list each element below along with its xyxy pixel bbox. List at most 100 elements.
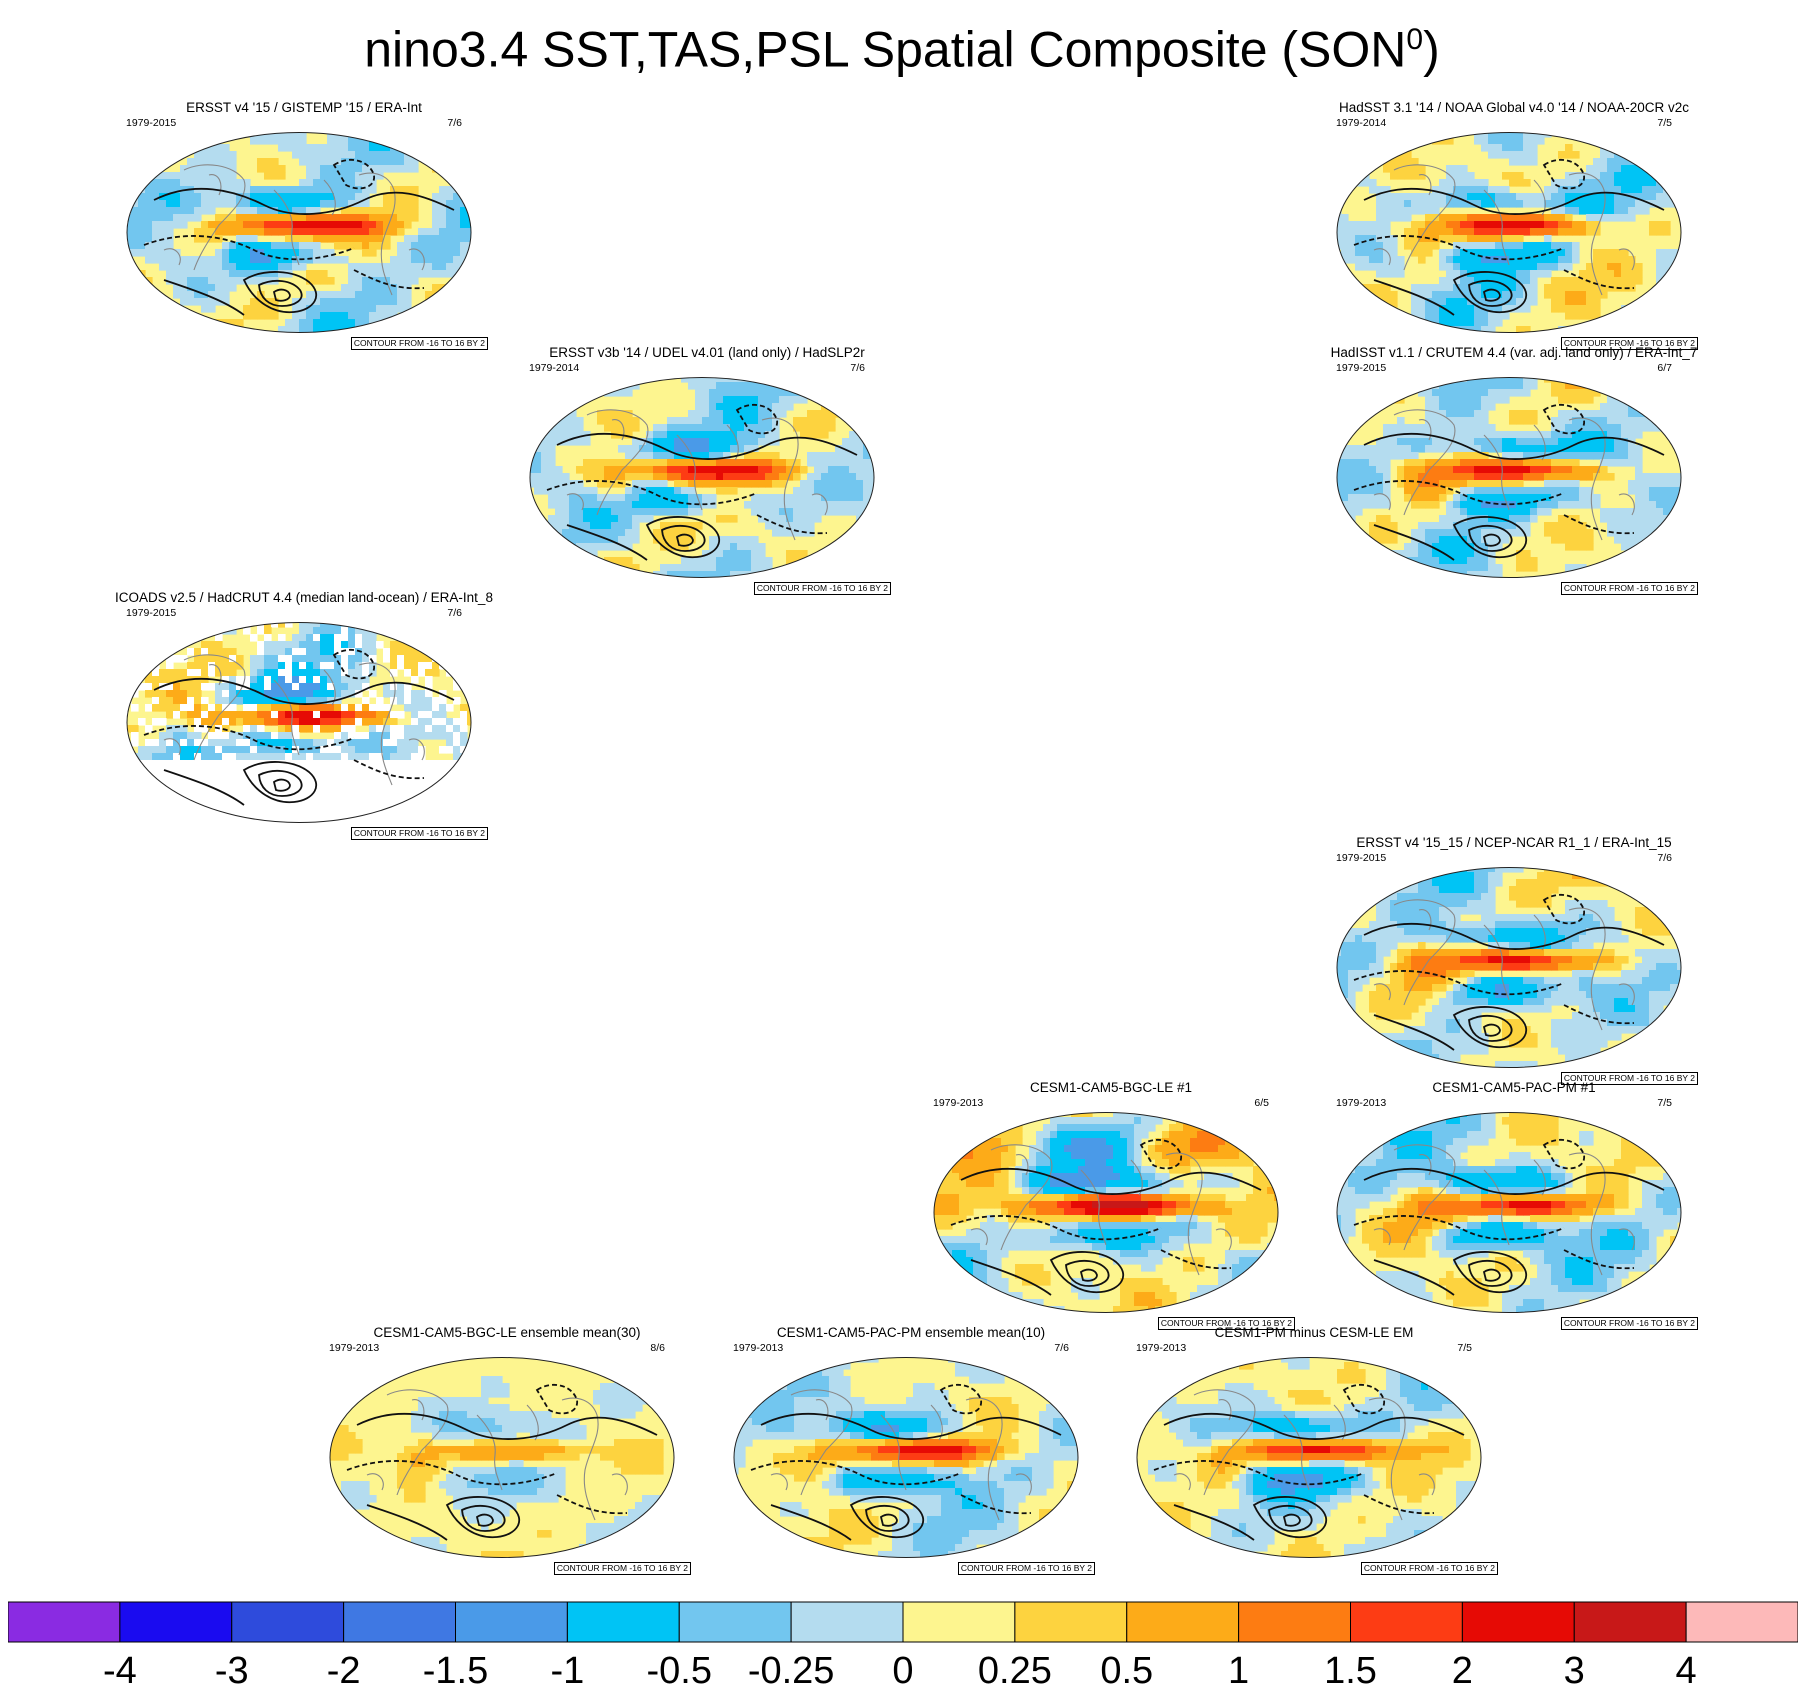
contour-info-label: CONTOUR FROM -16 TO 16 BY 2 xyxy=(1561,582,1698,595)
panel-ratio: 7/5 xyxy=(1657,117,1672,129)
contour-info-label: CONTOUR FROM -16 TO 16 BY 2 xyxy=(1361,1562,1498,1575)
colorbar-swatch xyxy=(232,1602,344,1642)
composite-map xyxy=(124,620,474,825)
panel-title: HadSST 3.1 '14 / NOAA Global v4.0 '14 / … xyxy=(1294,100,1734,116)
panel-title: CESM1-CAM5-BGC-LE ensemble mean(30) xyxy=(287,1325,727,1341)
colorbar-swatch xyxy=(1015,1602,1127,1642)
composite-map xyxy=(931,1110,1281,1315)
panel-title: ERSST v4 '15_15 / NCEP-NCAR R1_1 / ERA-I… xyxy=(1294,835,1734,851)
figure-title-superscript: 0 xyxy=(1406,23,1423,56)
panel-years: 1979-2013 xyxy=(1136,1342,1186,1354)
composite-map xyxy=(124,130,474,335)
colorbar-swatch xyxy=(456,1602,568,1642)
composite-map xyxy=(731,1355,1081,1560)
panel-ratio: 8/6 xyxy=(650,1342,665,1354)
panel-years: 1979-2013 xyxy=(1336,1097,1386,1109)
panel-years: 1979-2015 xyxy=(1336,852,1386,864)
contour-info-label: CONTOUR FROM -16 TO 16 BY 2 xyxy=(958,1562,1095,1575)
colorbar-tick-label: 1 xyxy=(1228,1650,1249,1693)
map-panel: CESM1-CAM5-PAC-PM ensemble mean(10)1979-… xyxy=(731,1325,1091,1580)
panel-years: 1979-2015 xyxy=(126,607,176,619)
colorbar-swatch xyxy=(791,1602,903,1642)
colorbar-swatch xyxy=(120,1602,232,1642)
panel-title: CESM1-CAM5-PAC-PM #1 xyxy=(1294,1080,1734,1096)
colorbar-tick-label: -0.5 xyxy=(647,1650,712,1693)
panel-title: ERSST v4 '15 / GISTEMP '15 / ERA-Int xyxy=(84,100,524,116)
panel-title: HadISST v1.1 / CRUTEM 4.4 (var. adj. lan… xyxy=(1294,345,1734,361)
composite-map xyxy=(1334,865,1684,1070)
panel-ratio: 7/5 xyxy=(1457,1342,1472,1354)
panel-years: 1979-2014 xyxy=(1336,117,1386,129)
panel-ratio: 7/6 xyxy=(447,607,462,619)
contour-info-label: CONTOUR FROM -16 TO 16 BY 2 xyxy=(754,582,891,595)
panel-years: 1979-2013 xyxy=(733,1342,783,1354)
colorbar-tick-label: 2 xyxy=(1452,1650,1473,1693)
colorbar-swatch xyxy=(1462,1602,1574,1642)
colorbar-swatch xyxy=(567,1602,679,1642)
composite-map xyxy=(1334,375,1684,580)
panel-title: CESM1-CAM5-PAC-PM ensemble mean(10) xyxy=(691,1325,1131,1341)
composite-map xyxy=(527,375,877,580)
panel-title: CESM1-PM minus CESM-LE EM xyxy=(1094,1325,1534,1341)
colorbar-tick-label: 1.5 xyxy=(1324,1650,1377,1693)
colorbar-swatch xyxy=(1686,1602,1798,1642)
panel-ratio: 6/7 xyxy=(1657,362,1672,374)
panel-years: 1979-2013 xyxy=(933,1097,983,1109)
contour-info-label: CONTOUR FROM -16 TO 16 BY 2 xyxy=(554,1562,691,1575)
panel-years: 1979-2013 xyxy=(329,1342,379,1354)
colorbar-swatch xyxy=(8,1602,120,1642)
composite-map xyxy=(1334,130,1684,335)
colorbar-tick-label: 3 xyxy=(1564,1650,1585,1693)
panel-ratio: 6/5 xyxy=(1254,1097,1269,1109)
panel-years: 1979-2014 xyxy=(529,362,579,374)
figure-title-text: nino3.4 SST,TAS,PSL Spatial Composite (S… xyxy=(364,22,1406,78)
panel-ratio: 7/6 xyxy=(1054,1342,1069,1354)
colorbar-labels: -4 -3 -2 -1.5 -1 -0.5 -0.25 0 0.25 0.5 1 1.5 2 3 4 xyxy=(8,1650,1798,1700)
colorbar-swatch xyxy=(344,1602,456,1642)
colorbar xyxy=(8,1601,1798,1643)
panel-title: ICOADS v2.5 / HadCRUT 4.4 (median land-o… xyxy=(84,590,524,606)
figure-title: nino3.4 SST,TAS,PSL Spatial Composite (S… xyxy=(0,10,1804,80)
colorbar-tick-label: -0.25 xyxy=(748,1650,835,1693)
colorbar-tick-label: -1 xyxy=(550,1650,584,1693)
panel-years: 1979-2015 xyxy=(126,117,176,129)
colorbar-swatch xyxy=(903,1602,1015,1642)
contour-info-label: CONTOUR FROM -16 TO 16 BY 2 xyxy=(351,337,488,350)
colorbar-tick-label: -4 xyxy=(103,1650,137,1693)
map-panel: HadSST 3.1 '14 / NOAA Global v4.0 '14 / … xyxy=(1334,100,1694,355)
colorbar-swatch xyxy=(679,1602,791,1642)
map-panel: ERSST v3b '14 / UDEL v4.01 (land only) /… xyxy=(527,345,887,600)
panel-ratio: 7/6 xyxy=(447,117,462,129)
colorbar-tick-label: -1.5 xyxy=(423,1650,488,1693)
composite-map xyxy=(1334,1110,1684,1315)
colorbar-tick-label: 4 xyxy=(1676,1650,1697,1693)
panel-ratio: 7/5 xyxy=(1657,1097,1672,1109)
colorbar-swatch xyxy=(1127,1602,1239,1642)
panel-title: ERSST v3b '14 / UDEL v4.01 (land only) /… xyxy=(487,345,927,361)
contour-info-label: CONTOUR FROM -16 TO 16 BY 2 xyxy=(351,827,488,840)
colorbar-tick-label: -2 xyxy=(327,1650,361,1693)
panel-ratio: 7/6 xyxy=(1657,852,1672,864)
contour-info-label: CONTOUR FROM -16 TO 16 BY 2 xyxy=(1561,1317,1698,1330)
colorbar-swatch xyxy=(1351,1602,1463,1642)
map-panel: ERSST v4 '15_15 / NCEP-NCAR R1_1 / ERA-I… xyxy=(1334,835,1694,1090)
panel-title: CESM1-CAM5-BGC-LE #1 xyxy=(891,1080,1331,1096)
colorbar-tick-label: 0 xyxy=(892,1650,913,1693)
panel-years: 1979-2015 xyxy=(1336,362,1386,374)
map-panel: CESM1-CAM5-BGC-LE ensemble mean(30)1979-… xyxy=(327,1325,687,1580)
composite-map xyxy=(1134,1355,1484,1560)
colorbar-tick-label: 0.25 xyxy=(978,1650,1052,1693)
composite-map xyxy=(327,1355,677,1560)
panel-ratio: 7/6 xyxy=(850,362,865,374)
colorbar-tick-label: -3 xyxy=(215,1650,249,1693)
colorbar-swatch xyxy=(1239,1602,1351,1642)
colorbar-swatch xyxy=(1574,1602,1686,1642)
map-panel: ICOADS v2.5 / HadCRUT 4.4 (median land-o… xyxy=(124,590,484,845)
colorbar-tick-label: 0.5 xyxy=(1100,1650,1153,1693)
map-panel: HadISST v1.1 / CRUTEM 4.4 (var. adj. lan… xyxy=(1334,345,1694,600)
figure-title-close: ) xyxy=(1423,22,1440,78)
